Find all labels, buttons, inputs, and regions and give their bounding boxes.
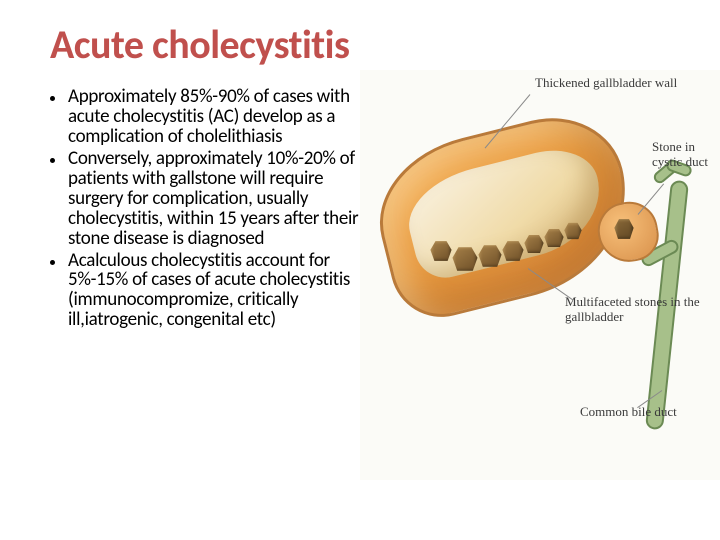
bullet-item: Approximately 85%-90% of cases with acut… — [50, 87, 380, 147]
label-thickened-wall: Thickened gallbladder wall — [535, 76, 715, 91]
label-common-bile-duct: Common bile duct — [580, 405, 720, 420]
label-stone-in-duct: Stone in cystic duct — [652, 140, 720, 170]
slide-title: Acute cholecystitis — [50, 20, 690, 69]
anatomy-figure: Thickened gallbladder wall Stone in cyst… — [360, 70, 720, 480]
bullet-item: Conversely, approximately 10%-20% of pat… — [50, 149, 380, 249]
slide-root: Acute cholecystitis Approximately 85%-90… — [0, 0, 720, 540]
bullet-list: Approximately 85%-90% of cases with acut… — [50, 87, 380, 332]
bullet-item: Acalculous cholecystitis account for 5%-… — [50, 251, 380, 331]
label-multifaceted-stones: Multifaceted stones in the gallbladder — [565, 295, 715, 325]
